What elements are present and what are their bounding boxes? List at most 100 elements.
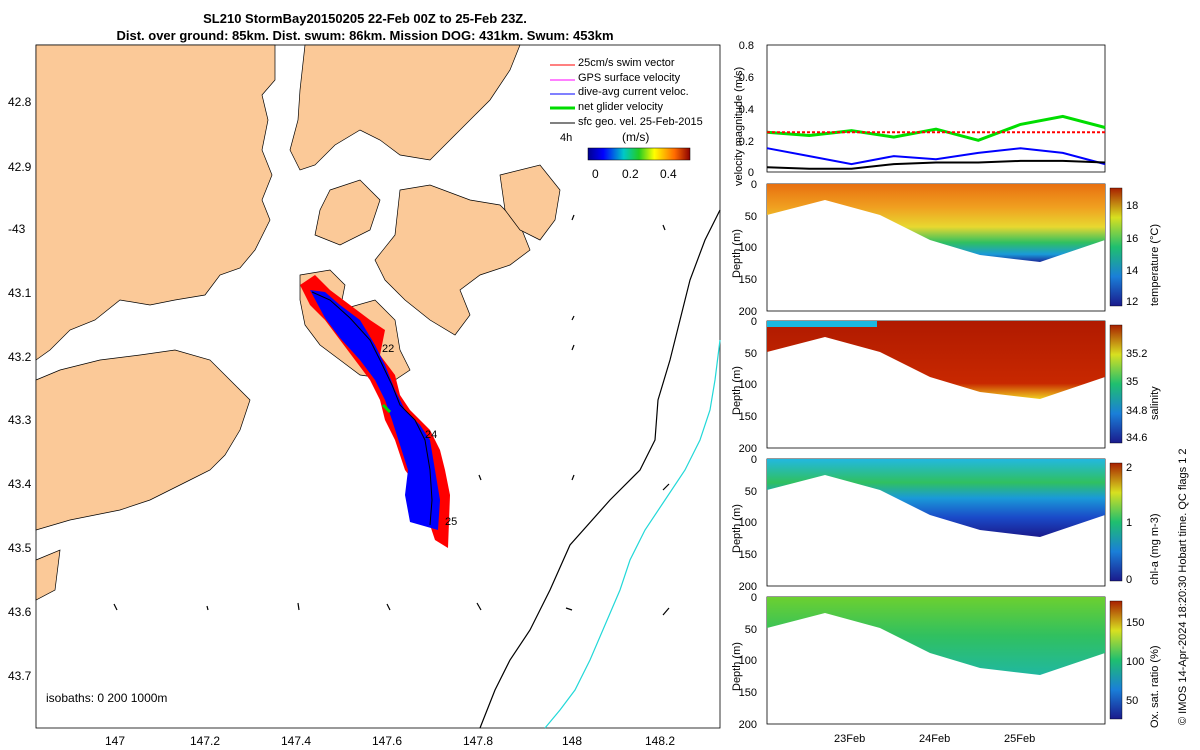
colorbar-title: (m/s) [622, 130, 649, 144]
velocity-lines [766, 114, 1106, 170]
legend-label-swim: 25cm/s swim vector [578, 57, 675, 69]
hour-label: 4h [560, 132, 572, 144]
figure-title-line1: SL210 StormBay20150205 22-Feb 00Z to 25-… [203, 11, 527, 26]
svg-text:150: 150 [739, 687, 757, 699]
chla-section [767, 459, 1105, 537]
geostrophic-arrows [113, 214, 670, 616]
colorbar-tick: 0.2 [622, 167, 639, 181]
temp-cbar-tick: 16 [1126, 233, 1138, 245]
depth-ticks: 0 50 100 150 200 Depth (m) 0 50 100 150 … [731, 179, 757, 731]
geo-arrow [206, 605, 209, 611]
geo-arrow [386, 603, 391, 611]
geo-arrow [297, 602, 300, 611]
colorbar-tick: 0 [592, 167, 599, 181]
geo-arrow [565, 607, 573, 611]
geo-arrow [113, 603, 118, 611]
vel-tick: 0.8 [739, 40, 754, 52]
colorbar-tick: 0.4 [660, 167, 677, 181]
geo-arrow [571, 315, 575, 321]
geo-arrow [662, 607, 670, 616]
svg-text:50: 50 [745, 211, 757, 223]
figure-title-line2: Dist. over ground: 85km. Dist. swum: 86k… [116, 28, 614, 43]
credit-text: © IMOS 14-Apr-2024 18:20:30 Hobart time.… [1177, 448, 1189, 725]
svg-text:200: 200 [739, 581, 757, 593]
svg-text:150: 150 [739, 411, 757, 423]
lat-tick: -43 [8, 222, 26, 236]
ox-colorbar [1109, 600, 1123, 720]
geo-arrow [662, 483, 670, 491]
lat-tick: 43.4 [8, 477, 32, 491]
time-tick: 25Feb [1004, 733, 1035, 745]
vel-tick: 0.4 [739, 104, 754, 116]
map-lat-ticks: 42.8 42.9 -43 43.1 43.2 43.3 43.4 43.5 4… [8, 95, 32, 683]
geo-arrow [476, 602, 482, 611]
geo-arrow [571, 474, 575, 481]
chla-cbar-tick: 2 [1126, 462, 1132, 474]
geo-arrow [571, 214, 575, 221]
geo-arrow [662, 224, 666, 231]
ox-cbar-label: Ox. sat. ratio (%) [1149, 645, 1161, 728]
temp-cbar-label: temperature (°C) [1149, 224, 1161, 306]
day-label-25: 25 [445, 516, 457, 528]
svg-text:0: 0 [751, 179, 757, 191]
ox-cbar-tick: 50 [1126, 695, 1138, 707]
vel-ylabel: velocity magnitude (m/s) [733, 67, 745, 186]
salinity-section [767, 321, 1105, 399]
land-west-peninsula [35, 349, 251, 531]
legend-label-diveavg: dive-avg current veloc. [578, 86, 689, 98]
land-east-2 [499, 164, 561, 241]
isobaths-label: isobaths: 0 200 1000m [46, 691, 167, 705]
svg-text:100: 100 [739, 379, 757, 391]
sal-cbar-tick: 35 [1126, 376, 1138, 388]
ox-cbar-tick: 150 [1126, 617, 1144, 629]
land-northwest [35, 44, 276, 361]
ox-cbar-tick: 100 [1126, 656, 1144, 668]
time-tick: 23Feb [834, 733, 865, 745]
svg-text:100: 100 [739, 517, 757, 529]
time-tick: 24Feb [919, 733, 950, 745]
sal-cbar-tick: 34.6 [1126, 432, 1147, 444]
lat-tick: 42.8 [8, 95, 32, 109]
vel-tick: 0.2 [739, 136, 754, 148]
legend-label-gps: GPS surface velocity [578, 72, 681, 84]
isobath-200m [479, 209, 721, 729]
velocity-series-line [766, 147, 1106, 166]
lon-tick: 147.4 [281, 734, 311, 748]
lat-tick: 43.3 [8, 413, 32, 427]
temp-cbar-tick: 18 [1126, 200, 1138, 212]
temp-cbar-tick: 14 [1126, 265, 1138, 277]
svg-text:150: 150 [739, 274, 757, 286]
land-islet-1 [314, 179, 381, 246]
land-east-1 [374, 184, 531, 336]
track-line [311, 291, 433, 526]
temp-colorbar [1109, 187, 1123, 307]
svg-text:100: 100 [739, 242, 757, 254]
svg-text:200: 200 [739, 719, 757, 731]
chla-cbar-tick: 0 [1126, 574, 1132, 586]
map-panel: 22 24 25 42.8 42.9 -43 43.1 43.2 [8, 44, 721, 748]
salinity-surface-fresh [767, 321, 877, 327]
current-vector-envelope [310, 290, 440, 530]
geo-arrow [571, 344, 575, 351]
legend-label-sfcgeo: sfc geo. vel. 25-Feb-2015 [578, 116, 703, 128]
glider-track [300, 275, 450, 548]
day-label-22: 22 [382, 343, 394, 355]
svg-text:50: 50 [745, 624, 757, 636]
temperature-panel: 18 16 14 12 temperature (°C) [766, 183, 1161, 312]
sal-cbar-tick: 35.2 [1126, 348, 1147, 360]
svg-text:100: 100 [739, 655, 757, 667]
oxygen-panel: 150 100 50 Ox. sat. ratio (%) [766, 596, 1161, 728]
temp-cbar-tick: 12 [1126, 296, 1138, 308]
lat-tick: 43.5 [8, 541, 32, 555]
land-areas [35, 44, 561, 601]
legend-label-net: net glider velocity [578, 101, 663, 113]
chla-colorbar [1109, 462, 1123, 582]
isobath-1000m [544, 339, 721, 729]
svg-text:200: 200 [739, 306, 757, 318]
map-lon-ticks: 147 147.2 147.4 147.6 147.8 148 148.2 [105, 734, 675, 748]
sal-cbar-tick: 34.8 [1126, 405, 1147, 417]
time-ticks: 23Feb 24Feb 25Feb [834, 733, 1035, 745]
velocity-series-line [766, 114, 1106, 142]
land-southwest [35, 549, 61, 601]
